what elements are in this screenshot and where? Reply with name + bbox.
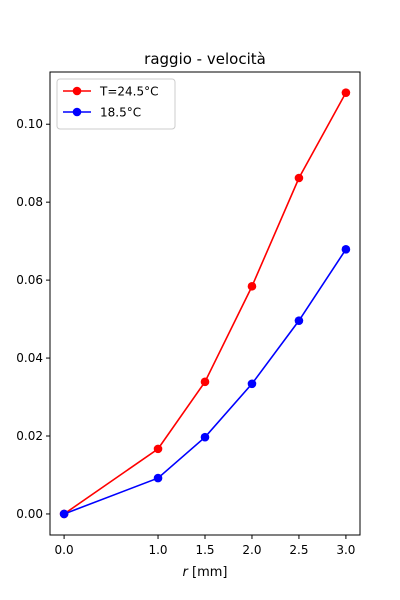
y-tick-label: 0.10 xyxy=(16,117,43,131)
series-2-point xyxy=(59,509,69,519)
legend-label-1: T=24.5°C xyxy=(99,85,158,99)
series-1-point xyxy=(200,377,210,387)
chart-title: raggio - velocità xyxy=(144,50,266,68)
y-tick-label: 0.02 xyxy=(16,429,43,443)
x-axis-label: r [mm] xyxy=(183,565,228,580)
legend-label-2: 18.5°C xyxy=(100,106,141,120)
series-2-point xyxy=(200,432,210,442)
plot-area: 0.0 1.0 1.5 2.0 2.5 3.0 0.00 0.02 0.04 0.06 0.08 0.… xyxy=(16,71,361,557)
legend-marker-1 xyxy=(72,86,82,96)
y-tick-label: 0.06 xyxy=(16,273,43,287)
y-tick-label: 0.04 xyxy=(16,351,43,365)
axes-frame xyxy=(49,71,361,536)
x-tick-label: 2.5 xyxy=(289,543,308,557)
series-1-point xyxy=(294,173,304,183)
series-2-point xyxy=(341,245,351,254)
x-tick-label: 1.5 xyxy=(195,543,214,557)
series-2-point xyxy=(247,379,257,389)
series-line-1 xyxy=(63,92,347,515)
series-2-point xyxy=(294,316,304,325)
series-line-2 xyxy=(63,248,347,515)
y-tick-label: 0.08 xyxy=(16,195,43,209)
x-axis-label-unit: [mm] xyxy=(188,565,228,580)
x-tick-label: 3.0 xyxy=(336,543,355,557)
legend-marker-2 xyxy=(72,107,82,117)
x-tick-label: 2.0 xyxy=(242,543,261,557)
x-tick-label: 1.0 xyxy=(148,543,167,557)
x-axis-label-variable: r xyxy=(183,565,190,580)
y-tick-label: 0.00 xyxy=(16,507,43,521)
legend: T=24.5°C 18.5°C xyxy=(56,78,176,130)
series-2-point xyxy=(153,473,163,483)
series-1-point xyxy=(153,444,163,454)
series-1-point xyxy=(341,88,351,97)
series-1-point xyxy=(247,282,257,291)
x-tick-label: 0.0 xyxy=(55,543,74,557)
